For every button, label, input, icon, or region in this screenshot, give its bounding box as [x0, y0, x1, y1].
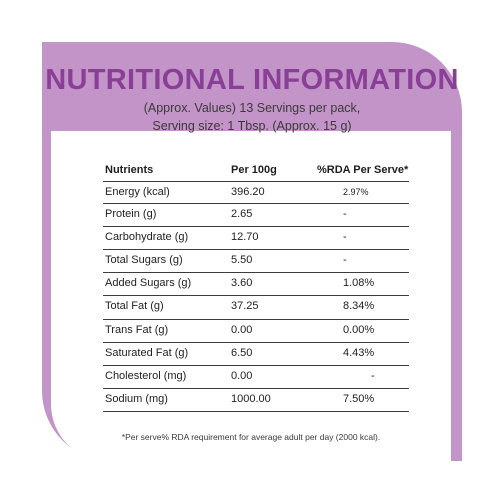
- table-row: Carbohydrate (g) 12.70 -: [103, 227, 409, 251]
- rda-value: 7.50%: [343, 392, 375, 405]
- per-100g-value: 5.50: [231, 254, 253, 267]
- table-row: Added Sugars (g) 3.60 1.08%: [103, 273, 409, 297]
- nutrient-name: Sodium (mg): [105, 392, 168, 405]
- table-row: Cholesterol (mg) 0.00 -: [103, 366, 409, 389]
- nutrient-name: Total Fat (g): [105, 300, 164, 313]
- per-100g-value: 0.00: [231, 323, 253, 336]
- per-100g-value: 37.25: [231, 300, 259, 313]
- rda-value: 4.43%: [343, 346, 375, 359]
- rda-value: 1.08%: [343, 277, 375, 290]
- table-row: Total Fat (g) 37.25 8.34%: [103, 296, 409, 320]
- nutrient-name: Added Sugars (g): [105, 277, 192, 290]
- per-100g-value: 12.70: [231, 231, 259, 244]
- nutrient-name: Carbohydrate (g): [105, 231, 189, 244]
- rda-value: -: [343, 208, 347, 221]
- per-100g-value: 396.20: [231, 186, 265, 198]
- rda-value: 0.00%: [343, 323, 375, 336]
- rda-value: 2.97%: [343, 187, 369, 197]
- table-row: Total Sugars (g) 5.50 -: [103, 250, 409, 274]
- nutrition-table: Energy (kcal) 396.20 2.97% Protein (g) 2…: [103, 181, 409, 412]
- nutrient-name: Cholesterol (mg): [105, 369, 187, 382]
- rda-value: 8.34%: [343, 300, 375, 313]
- subtitle-servings: (Approx. Values) 13 Servings per pack,: [143, 101, 361, 115]
- nutrient-name: Protein (g): [105, 208, 157, 221]
- rda-value: -: [371, 369, 375, 382]
- page-title: NUTRITIONAL INFORMATION: [45, 64, 459, 96]
- subtitle-serving-size: Serving size: 1 Tbsp. (Approx. 15 g): [152, 119, 352, 133]
- per-100g-value: 1000.00: [231, 392, 271, 405]
- table-card: [51, 131, 451, 462]
- table-row: Energy (kcal) 396.20 2.97%: [103, 181, 409, 205]
- nutrient-name: Trans Fat (g): [105, 323, 169, 336]
- per-100g-value: 2.65: [231, 208, 253, 221]
- table-row: Saturated Fat (g) 6.50 4.43%: [103, 343, 409, 366]
- column-header-rda: %RDA Per Serve*: [317, 164, 409, 176]
- per-100g-value: 0.00: [231, 369, 253, 382]
- column-header-nutrients: Nutrients: [105, 164, 154, 176]
- table-row: Trans Fat (g) 0.00 0.00%: [103, 320, 409, 343]
- table-row: Sodium (mg) 1000.00 7.50%: [103, 389, 409, 412]
- column-header-per-100g: Per 100g: [231, 164, 277, 176]
- per-100g-value: 3.60: [231, 277, 253, 290]
- rda-value: -: [343, 231, 347, 244]
- table-row: Protein (g) 2.65 -: [103, 204, 409, 228]
- nutrient-name: Saturated Fat (g): [105, 346, 189, 359]
- nutrient-name: Total Sugars (g): [105, 254, 183, 267]
- per-100g-value: 6.50: [231, 346, 253, 359]
- rda-value: -: [343, 254, 347, 267]
- nutrient-name: Energy (kcal): [105, 186, 170, 198]
- footnote: *Per serve% RDA requirement for average …: [121, 432, 381, 442]
